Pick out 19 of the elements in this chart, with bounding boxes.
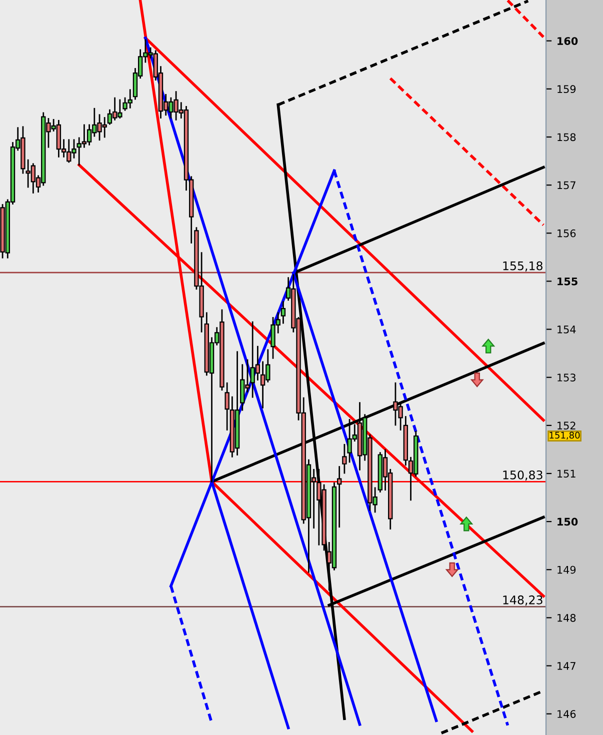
y-tick-label: 151: [558, 470, 576, 478]
y-tick-label: 160: [558, 37, 578, 45]
y-tick-label: 148: [558, 614, 576, 622]
ref-line-label: 150,83: [503, 470, 542, 481]
ref-line-label: 148,23: [503, 595, 542, 606]
y-tick-label: 149: [558, 566, 576, 574]
y-tick-label: 147: [558, 662, 576, 670]
text: 151,80: [550, 432, 580, 440]
y-tick-label: 156: [558, 229, 576, 238]
y-tick-label: 153: [558, 374, 576, 382]
y-tick-label: 152: [558, 422, 576, 430]
y-tick-label: 157: [558, 181, 576, 190]
ref-line-label: 155,18: [503, 261, 542, 272]
y-tick-label: 150: [558, 518, 578, 526]
y-tick-label: 154: [558, 326, 576, 334]
y-tick-label: 146: [558, 710, 576, 718]
y-tick-label: 155: [558, 278, 578, 286]
y-tick-label: 159: [558, 85, 576, 94]
y-tick-label: 158: [558, 133, 576, 142]
